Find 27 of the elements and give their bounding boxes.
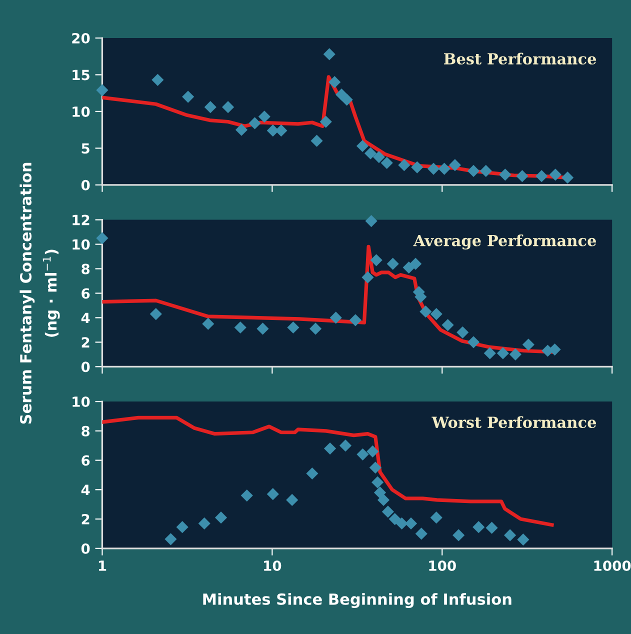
y-tick-label: 8: [82, 264, 90, 274]
y-axis-title: Serum Fentanyl Concentration (ng · ml$^{−1}$): [20, 162, 60, 424]
y-tick-label: 0: [81, 362, 90, 372]
y-tick-label: 5: [82, 143, 90, 154]
y-tick-label: 20: [72, 33, 90, 44]
x-tick-label: 100: [429, 560, 456, 571]
x-tick-label: 10: [264, 560, 282, 571]
y-tick-label: 15: [72, 70, 90, 80]
y-tick-label: 2: [82, 514, 90, 524]
y-tick-label: 0: [81, 543, 90, 554]
y-tick-label: 10: [72, 239, 90, 250]
text: Best Performance: [444, 52, 596, 65]
x-tick-label: 1: [98, 560, 106, 571]
y-tick-label: 10: [72, 396, 90, 408]
y-tick-label: 0: [81, 180, 90, 190]
y-tick-label: 4: [81, 484, 90, 495]
y-tick-label: 4: [81, 312, 90, 323]
x-axis-title: Minutes Since Beginning of Infusion: [203, 593, 512, 608]
y-tick-label: 6: [82, 288, 90, 299]
x-tick-label: 1000: [594, 560, 631, 571]
y-tick-label: 8: [82, 426, 90, 436]
y-tick-label: 10: [72, 106, 90, 117]
text: Worst Performance: [432, 416, 596, 428]
y-tick-label: 12: [72, 214, 90, 226]
y-tick-label: 6: [82, 455, 90, 466]
text: Average Performance: [413, 234, 596, 250]
y-tick-label: 2: [82, 337, 90, 348]
